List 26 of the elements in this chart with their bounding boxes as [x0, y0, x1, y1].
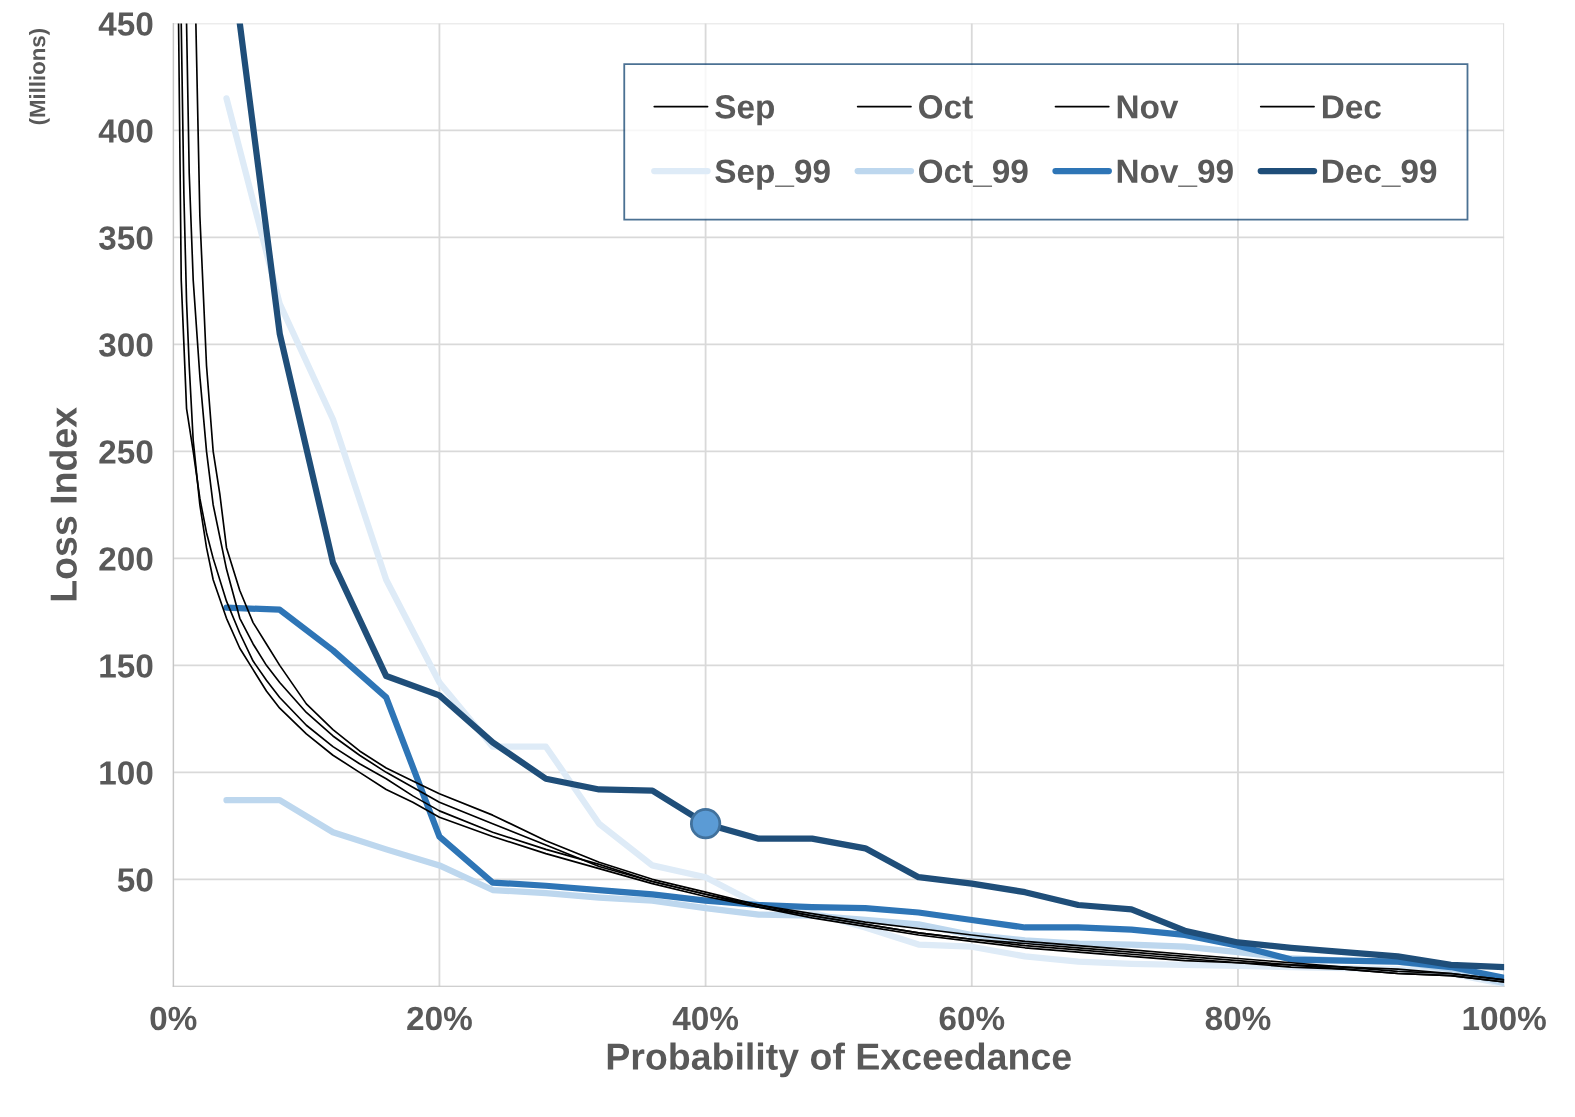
- x-tick-label: 100%: [1463, 1006, 1546, 1031]
- legend-label: Dec: [1322, 95, 1381, 119]
- x-tick-label: 20%: [407, 1006, 472, 1031]
- x-tick-label: 60%: [939, 1006, 1005, 1031]
- y-tick-label: 250: [99, 440, 153, 464]
- legend-label: Sep_99: [715, 159, 830, 190]
- legend-label: Nov_99: [1117, 159, 1233, 187]
- text: (Millions): [29, 29, 50, 125]
- y-tick-label: 300: [98, 333, 153, 357]
- y-tick-label: 450: [98, 12, 153, 36]
- x-tick-label: 40%: [672, 1006, 739, 1031]
- x-tick-label: 0%: [150, 1006, 197, 1031]
- legend-label: Oct: [919, 95, 973, 119]
- y-tick-label: 200: [99, 547, 153, 571]
- y-tick-label: 150: [100, 654, 153, 678]
- y-tick-label: 350: [98, 226, 153, 250]
- legend-label: Oct_99: [919, 159, 1028, 187]
- legend-label: Sep: [715, 95, 775, 126]
- y-tick-label: 100: [100, 761, 153, 785]
- legend-label: Nov: [1117, 95, 1179, 119]
- y-axis-title: Loss Index: [49, 407, 77, 601]
- x-axis-title: Probability of Exceedance: [607, 1042, 1071, 1078]
- legend-label: Dec_99: [1322, 159, 1437, 187]
- y-tick-label: 50: [117, 868, 153, 892]
- y-tick-label: 400: [98, 119, 153, 143]
- x-tick-label: 80%: [1205, 1006, 1271, 1031]
